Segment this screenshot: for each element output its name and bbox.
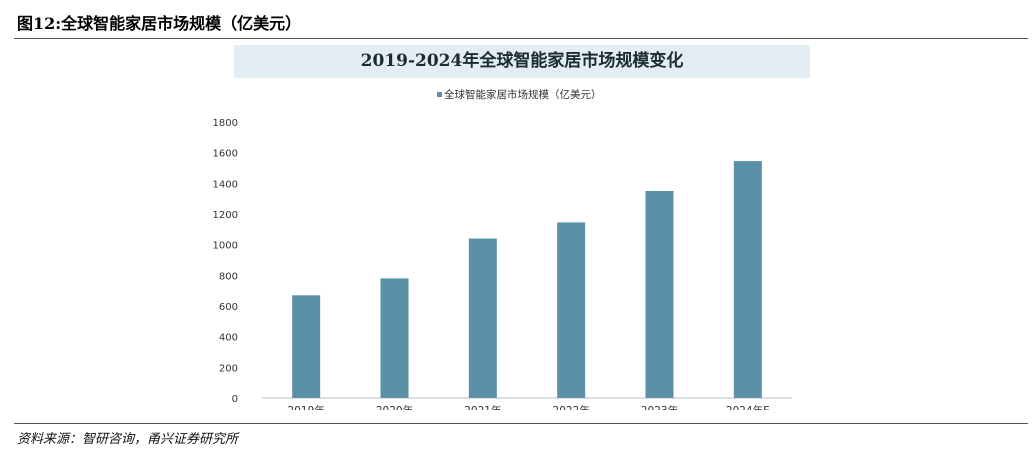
- bar: [557, 222, 586, 398]
- x-tick-label: 2024年E: [726, 404, 770, 410]
- x-tick-label: 2023年: [641, 404, 678, 410]
- chart-title: 2019-2024年全球智能家居市场规模变化: [360, 51, 684, 71]
- figure-header: 图12:全球智能家居市场规模（亿美元）: [0, 0, 1032, 40]
- figure-title: 图12:全球智能家居市场规模（亿美元）: [17, 14, 302, 33]
- y-tick-label: 1000: [213, 241, 238, 252]
- top-rule: [14, 38, 1028, 39]
- y-tick-label: 200: [219, 363, 238, 374]
- y-tick-label: 1400: [213, 179, 238, 190]
- chart-area: 2019-2024年全球智能家居市场规模变化 全球智能家居市场规模（亿美元） 0 2…: [0, 40, 1032, 410]
- bar: [380, 278, 409, 398]
- y-tick-label: 400: [219, 333, 238, 344]
- legend: 全球智能家居市场规模（亿美元）: [437, 88, 602, 101]
- x-tick-label: 2019年: [288, 404, 325, 410]
- legend-swatch: [437, 92, 442, 97]
- y-tick-label: 800: [219, 271, 238, 282]
- source-note: 资料来源：智研咨询，甬兴证券研究所: [17, 432, 239, 447]
- bar: [733, 161, 762, 398]
- bar-chart: 全球智能家居市场规模（亿美元） 0 200 400 600 800 1000 1200 1400…: [213, 88, 792, 410]
- y-tick-label: 1600: [213, 149, 238, 160]
- y-tick-label: 1800: [213, 118, 238, 129]
- x-tick-label: 2022年: [553, 404, 590, 410]
- chart-title-band: 2019-2024年全球智能家居市场规模变化: [234, 45, 810, 78]
- bottom-rule: [14, 423, 1028, 424]
- y-tick-label: 600: [219, 302, 238, 313]
- y-tick-label: 0: [232, 394, 238, 405]
- legend-label: 全球智能家居市场规模（亿美元）: [444, 88, 602, 101]
- y-tick-label: 1200: [213, 210, 238, 221]
- bar: [468, 238, 497, 398]
- x-tick-label: 2020年: [376, 404, 413, 410]
- bar: [645, 191, 674, 398]
- bar: [292, 295, 321, 398]
- x-tick-label: 2021年: [464, 404, 501, 410]
